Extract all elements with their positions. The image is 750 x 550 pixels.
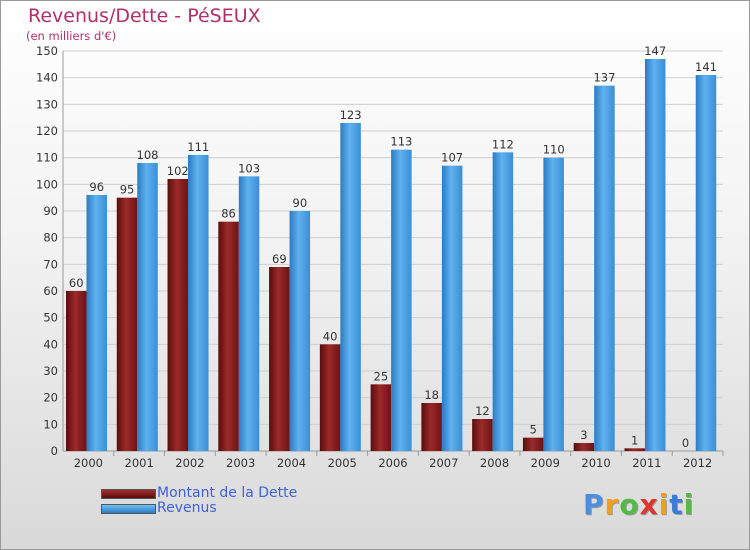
legend-swatch-revenus xyxy=(101,504,156,514)
bar-dette xyxy=(522,437,544,451)
bar-revenus xyxy=(86,195,107,451)
data-label-dette: 0 xyxy=(682,436,689,450)
data-label-dette: 25 xyxy=(374,369,389,383)
data-label-dette: 12 xyxy=(475,404,490,418)
y-tick-label: 20 xyxy=(43,391,58,405)
bar-dette xyxy=(472,419,493,451)
x-tick-label: 2006 xyxy=(378,456,407,470)
x-tick-label: 2009 xyxy=(531,456,560,470)
bar-dette xyxy=(218,221,239,451)
data-label-revenus: 123 xyxy=(340,108,362,122)
data-label-dette: 5 xyxy=(530,423,537,437)
bar-revenus xyxy=(238,176,260,452)
x-tick-label: 2001 xyxy=(125,456,154,470)
logo-letter: P xyxy=(583,488,605,521)
y-tick-label: 0 xyxy=(51,444,58,458)
x-tick-label: 2005 xyxy=(328,456,357,470)
bar-dette xyxy=(319,344,341,451)
bar-layer xyxy=(66,59,717,452)
logo-letter: r xyxy=(604,488,620,521)
x-tick-label: 2000 xyxy=(74,456,103,470)
bar-revenus xyxy=(594,85,615,452)
y-tick-label: 30 xyxy=(43,364,58,378)
x-tick-label: 2010 xyxy=(581,456,610,470)
logo-letter: o xyxy=(619,488,640,521)
data-label-dette: 69 xyxy=(272,252,287,266)
label-layer: 0102030405060708090100110120130140150609… xyxy=(36,44,717,470)
legend-label-dette: Montant de la Dette xyxy=(157,485,298,501)
x-tick-label: 2007 xyxy=(429,456,458,470)
data-label-dette: 102 xyxy=(167,164,189,178)
data-label-revenus: 147 xyxy=(644,44,666,58)
data-label-revenus: 113 xyxy=(390,135,412,149)
bar-revenus xyxy=(137,163,158,451)
logo-letter: x xyxy=(639,488,659,521)
y-tick-label: 70 xyxy=(43,257,58,271)
y-tick-label: 120 xyxy=(36,124,58,138)
bar-revenus xyxy=(644,59,666,451)
bar-revenus xyxy=(695,75,717,451)
x-tick-label: 2008 xyxy=(480,456,509,470)
bar-dette xyxy=(116,197,138,451)
bar-dette xyxy=(421,403,442,451)
y-tick-label: 100 xyxy=(36,177,58,191)
bar-dette xyxy=(370,384,392,451)
x-tick-label: 2002 xyxy=(175,456,204,470)
y-tick-label: 140 xyxy=(36,71,58,85)
data-label-revenus: 90 xyxy=(293,196,308,210)
bar-dette xyxy=(269,267,290,451)
y-tick-label: 60 xyxy=(43,284,58,298)
y-tick-label: 80 xyxy=(43,231,58,245)
y-tick-label: 110 xyxy=(36,151,58,165)
data-label-dette: 18 xyxy=(424,388,439,402)
logo-letter: i xyxy=(658,488,670,521)
chart-title: Revenus/Dette - PéSEUX xyxy=(28,5,261,27)
bar-dette xyxy=(66,291,87,451)
data-label-dette: 86 xyxy=(221,207,236,221)
bar-dette xyxy=(167,179,189,451)
legend-label-revenus: Revenus xyxy=(157,500,217,516)
x-tick-label: 2011 xyxy=(632,456,661,470)
data-label-revenus: 96 xyxy=(89,180,104,194)
data-label-revenus: 107 xyxy=(441,151,463,165)
y-tick-label: 130 xyxy=(36,97,58,111)
data-label-revenus: 103 xyxy=(238,161,260,175)
x-tick-label: 2003 xyxy=(226,456,255,470)
bar-revenus xyxy=(391,149,412,451)
data-label-revenus: 108 xyxy=(137,148,159,162)
bar-revenus xyxy=(492,152,514,452)
x-tick-label: 2004 xyxy=(277,456,306,470)
data-label-dette: 40 xyxy=(323,329,338,343)
data-label-dette: 3 xyxy=(580,428,587,442)
y-tick-label: 90 xyxy=(43,204,58,218)
legend-swatch-dette xyxy=(101,489,156,499)
data-label-dette: 1 xyxy=(631,433,638,447)
bar-revenus xyxy=(543,157,564,451)
data-label-revenus: 137 xyxy=(593,71,615,85)
data-label-revenus: 110 xyxy=(543,143,565,157)
data-label-dette: 60 xyxy=(69,276,84,290)
bar-revenus xyxy=(441,165,463,451)
y-tick-label: 10 xyxy=(43,417,58,431)
y-tick-label: 40 xyxy=(43,337,58,351)
y-tick-label: 50 xyxy=(43,311,58,325)
x-tick-label: 2012 xyxy=(683,456,712,470)
data-label-revenus: 111 xyxy=(187,140,209,154)
bar-revenus xyxy=(340,123,361,451)
data-label-revenus: 112 xyxy=(492,137,514,151)
bar-revenus xyxy=(289,211,311,451)
bar-dette xyxy=(624,448,645,451)
y-tick-label: 150 xyxy=(36,44,58,58)
proxiti-logo: Proxiti xyxy=(583,488,694,521)
bar-revenus xyxy=(188,155,209,451)
bar-dette xyxy=(573,443,595,451)
chart-subtitle: (en milliers d'€) xyxy=(26,29,117,43)
logo-letter: i xyxy=(683,488,695,521)
data-label-revenus: 141 xyxy=(695,60,717,74)
data-label-dette: 95 xyxy=(120,183,135,197)
logo-letter: t xyxy=(669,488,684,521)
